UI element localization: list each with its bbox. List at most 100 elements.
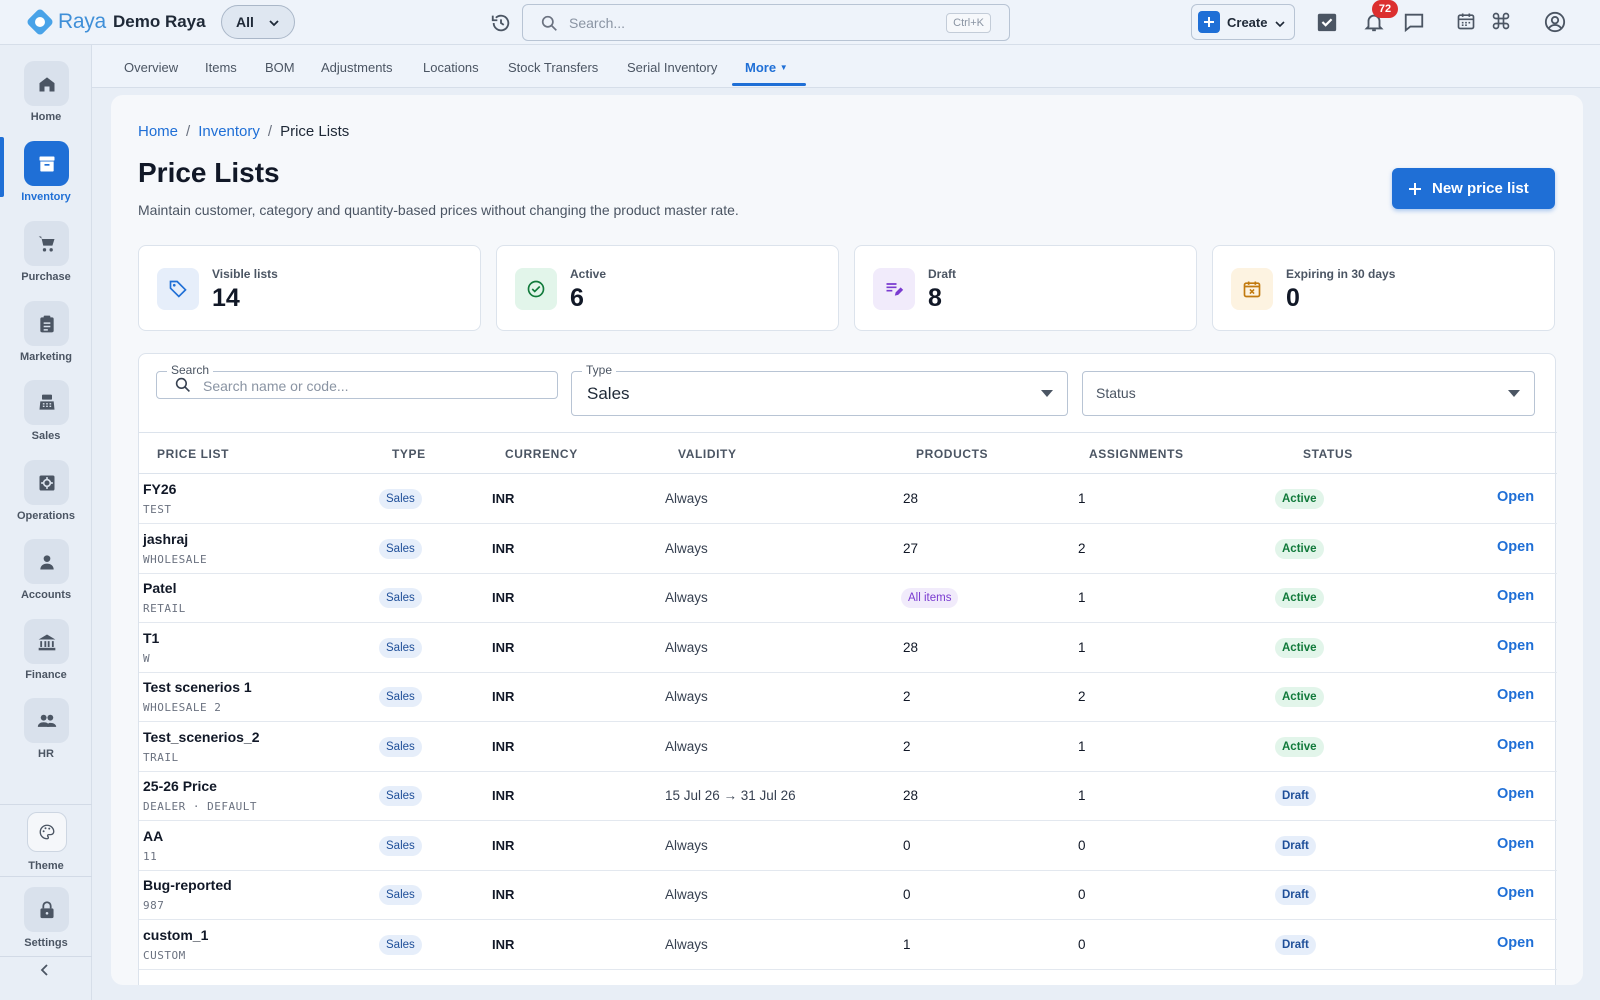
- col-price-list[interactable]: PRICE LIST: [157, 447, 230, 461]
- person-icon: [24, 539, 69, 584]
- chevron-left-icon: [40, 964, 48, 976]
- tab-overview[interactable]: Overview: [124, 60, 179, 75]
- open-link[interactable]: Open: [1497, 687, 1535, 703]
- sidebar-item-home[interactable]: Home: [0, 61, 92, 141]
- open-link[interactable]: Open: [1497, 934, 1535, 951]
- table-row[interactable]: Patel RETAIL Sales INR Always All items 1 Activ…: [139, 574, 1557, 623]
- sidebar-item-inventory[interactable]: Inventory: [0, 137, 92, 221]
- sidebar-item-sales[interactable]: Sales: [0, 380, 92, 460]
- price-list-code: WHOLESALE: [143, 552, 208, 566]
- table-row[interactable]: Test scenerios 1 WHOLESALE 2 Sales INR Alway…: [139, 673, 1557, 722]
- open-link[interactable]: Open: [1497, 489, 1535, 505]
- col-type[interactable]: TYPE: [392, 447, 426, 461]
- price-list-code: CUSTOM: [143, 948, 186, 962]
- table-row[interactable]: custom_1 CUSTOM Sales INR Always 1 0 Draft Open: [139, 921, 1557, 970]
- cart-icon: [24, 221, 69, 266]
- active-tab-indicator: [732, 83, 806, 86]
- chevron-down-icon: [269, 20, 279, 27]
- stat-value: 14: [212, 284, 240, 312]
- tab-bom[interactable]: BOM: [265, 60, 295, 75]
- open-link[interactable]: Open: [1497, 885, 1535, 901]
- open-link[interactable]: Open: [1497, 736, 1535, 753]
- clipboard-icon: [24, 301, 69, 346]
- table-header: PRICE LIST TYPE CURRENCY VALIDITY PRODUC…: [139, 432, 1557, 474]
- scope-selector[interactable]: All: [221, 5, 295, 39]
- create-label: Create: [1227, 14, 1268, 30]
- breadcrumb-home[interactable]: Home: [138, 123, 179, 140]
- table-row[interactable]: jashraj WHOLESALE Sales INR Always 27 2 Active O…: [139, 525, 1557, 574]
- sidebar-item-purchase[interactable]: Purchase: [0, 221, 92, 301]
- table-row[interactable]: Test_scenerios_2 TRAIL Sales INR Always 2 1 Act…: [139, 723, 1557, 772]
- app-logo[interactable]: Raya: [26, 8, 106, 36]
- products-cell: 28: [903, 788, 919, 803]
- open-link[interactable]: Open: [1497, 637, 1535, 654]
- breadcrumb-inventory[interactable]: Inventory: [198, 123, 260, 140]
- validity-cell: Always: [665, 491, 708, 506]
- search-icon: [541, 15, 557, 31]
- history-button[interactable]: [490, 12, 512, 34]
- tab-items[interactable]: Items: [205, 60, 237, 75]
- price-list-code: WHOLESALE 2: [143, 701, 222, 714]
- global-search-input[interactable]: Search... Ctrl+K: [522, 4, 1010, 41]
- tab-adjustments[interactable]: Adjustments: [321, 60, 393, 75]
- collapse-sidebar-button[interactable]: [38, 963, 52, 977]
- type-badge: Sales: [379, 489, 422, 509]
- table-row[interactable]: 25-26 Price DEALER · DEFAULT Sales INR 15 Ju…: [139, 772, 1557, 821]
- price-list-code: W: [143, 651, 151, 665]
- plus-icon: [1198, 11, 1220, 33]
- create-button[interactable]: Create: [1191, 4, 1295, 40]
- tab-more[interactable]: More ▼: [745, 60, 788, 75]
- calendar-button[interactable]: [1456, 11, 1476, 31]
- account-button[interactable]: [1544, 11, 1566, 33]
- search-field[interactable]: Search Search name or code...: [156, 363, 558, 399]
- table-row[interactable]: T1 W Sales INR Always 28 1 Active Open: [139, 624, 1557, 673]
- register-icon: [24, 380, 69, 425]
- price-list-code: 987: [143, 899, 165, 912]
- caret-down-icon: ▼: [779, 63, 788, 72]
- currency-cell: INR: [492, 788, 515, 803]
- open-link[interactable]: Open: [1497, 588, 1535, 604]
- tasks-button[interactable]: [1316, 11, 1338, 33]
- command-palette-button[interactable]: [1491, 11, 1511, 31]
- notification-badge: 72: [1372, 0, 1398, 18]
- assignments-cell: 1: [1078, 590, 1086, 605]
- sidebar-item-marketing[interactable]: Marketing: [0, 301, 92, 381]
- status-badge: Draft: [1275, 835, 1316, 856]
- validity-cell: Always: [665, 590, 708, 605]
- table-row[interactable]: AA 11 Sales INR Always 0 0 Draft Open: [139, 822, 1557, 871]
- col-assignments[interactable]: ASSIGNMENTS: [1089, 447, 1184, 461]
- type-select[interactable]: Type Sales: [571, 363, 1068, 416]
- col-products[interactable]: PRODUCTS: [916, 447, 989, 461]
- chat-button[interactable]: [1403, 11, 1425, 33]
- status-select[interactable]: Status: [1082, 371, 1535, 416]
- lock-icon: [24, 887, 69, 932]
- people-icon: [24, 698, 69, 743]
- col-currency[interactable]: CURRENCY: [505, 447, 578, 461]
- open-link[interactable]: Open: [1497, 786, 1535, 802]
- open-link[interactable]: Open: [1497, 538, 1535, 555]
- col-validity[interactable]: VALIDITY: [678, 447, 737, 461]
- type-badge: Sales: [379, 835, 422, 856]
- tab-stock-transfers[interactable]: Stock Transfers: [508, 60, 599, 75]
- assignments-cell: 2: [1078, 689, 1086, 704]
- col-status[interactable]: STATUS: [1303, 447, 1353, 461]
- price-list-name: T1: [143, 629, 160, 646]
- tab-serial-inventory[interactable]: Serial Inventory: [627, 60, 718, 75]
- sidebar-item-operations[interactable]: Operations: [0, 460, 92, 540]
- search-field-label: Search: [167, 363, 214, 377]
- type-badge: Sales: [379, 736, 422, 757]
- currency-cell: INR: [492, 540, 515, 556]
- tab-locations[interactable]: Locations: [423, 60, 479, 75]
- sidebar-item-theme[interactable]: Theme: [0, 812, 92, 892]
- sidebar-item-settings[interactable]: Settings: [0, 887, 92, 967]
- currency-cell: INR: [492, 837, 515, 853]
- new-price-list-label: New price list: [1432, 180, 1529, 197]
- sidebar-item-hr[interactable]: HR: [0, 698, 92, 778]
- assignments-cell: 0: [1078, 887, 1086, 902]
- sidebar-item-accounts[interactable]: Accounts: [0, 539, 92, 619]
- open-link[interactable]: Open: [1497, 835, 1535, 852]
- sidebar-item-finance[interactable]: Finance: [0, 619, 92, 699]
- new-price-list-button[interactable]: New price list: [1392, 168, 1555, 209]
- table-row[interactable]: Bug-reported 987 Sales INR Always 0 0 Draft Open: [139, 871, 1557, 920]
- table-row[interactable]: FY26 TEST Sales INR Always 28 1 Active Open: [139, 475, 1557, 524]
